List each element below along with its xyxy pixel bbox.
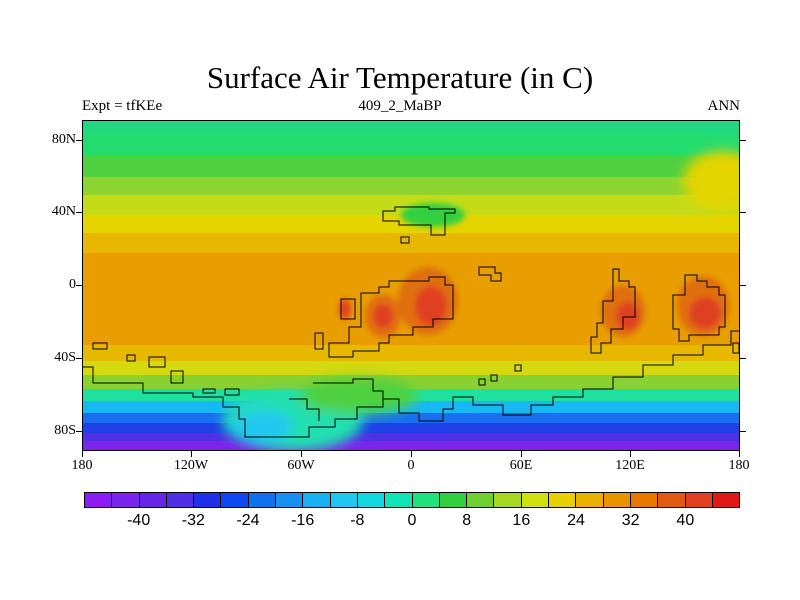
colorbar-label: 0 (407, 512, 417, 529)
colorbar-label: -16 (291, 512, 315, 529)
colorbar-swatch (248, 493, 277, 507)
colorbar-label: 8 (462, 512, 472, 529)
experiment-label: Expt = tfKEe (82, 98, 163, 114)
colorbar-swatch (603, 493, 631, 507)
colorbar-swatch (412, 493, 440, 507)
colorbar-swatch (576, 493, 604, 507)
temperature-map (82, 120, 740, 451)
colorbar-swatch (166, 493, 195, 507)
colorbar-swatch (303, 493, 331, 507)
lon-label-180w: 180 (71, 458, 93, 473)
colorbar-swatch (467, 493, 495, 507)
band-north-pole (83, 121, 739, 133)
colorbar-swatch (658, 493, 686, 507)
lon-label-120w: 120W (173, 458, 209, 473)
coastlines (83, 206, 739, 438)
colorbar-swatch (439, 493, 468, 507)
colorbar-swatch (385, 493, 413, 507)
colorbar-swatch (357, 493, 386, 507)
colorbar-swatch (521, 493, 550, 507)
colorbar-swatch (85, 493, 113, 507)
chart-title: Surface Air Temperature (in C) (206, 60, 594, 95)
run-label: 409_2_MaBP (358, 98, 442, 114)
colorbar-swatch (194, 493, 222, 507)
colorbar-swatch (685, 493, 713, 507)
colorbar-swatch (549, 493, 577, 507)
hot-region-west (339, 267, 458, 338)
lon-label-60w: 60W (287, 458, 315, 473)
colorbar-label: 24 (567, 512, 585, 529)
lon-label-180e: 180 (728, 458, 750, 473)
colorbar (84, 492, 740, 508)
map-field (83, 121, 739, 450)
colorbar-swatch (494, 493, 522, 507)
colorbar-label: -40 (127, 512, 151, 529)
colorbar-label: 40 (676, 512, 695, 529)
lon-label-120e: 120E (615, 458, 645, 473)
colorbar-label: -32 (181, 512, 205, 529)
lat-label-80n: 80N (51, 132, 76, 147)
colorbar-swatch (330, 493, 358, 507)
colorbar-swatch (712, 493, 740, 507)
lat-label-0: 0 (69, 277, 76, 292)
lon-label-60e: 60E (509, 458, 533, 473)
colorbar-swatch (139, 493, 167, 507)
hot-region-east (601, 276, 729, 337)
lat-label-40n: 40N (51, 204, 76, 219)
lon-label-0: 0 (407, 458, 415, 473)
lat-label-80s: 80S (54, 423, 76, 438)
colorbar-label: -8 (350, 512, 365, 529)
colorbar-swatch (630, 493, 659, 507)
colorbar-label: -24 (236, 512, 260, 529)
colorbar-swatch (276, 493, 304, 507)
colorbar-label: 16 (512, 512, 531, 529)
colorbar-swatch (221, 493, 249, 507)
colorbar-label: 32 (621, 512, 640, 529)
band-south-pole (83, 441, 739, 450)
colorbar-swatch (112, 493, 140, 507)
southern-continent-cool (223, 378, 418, 450)
season-label: ANN (707, 98, 741, 114)
lat-label-40s: 40S (54, 350, 76, 365)
